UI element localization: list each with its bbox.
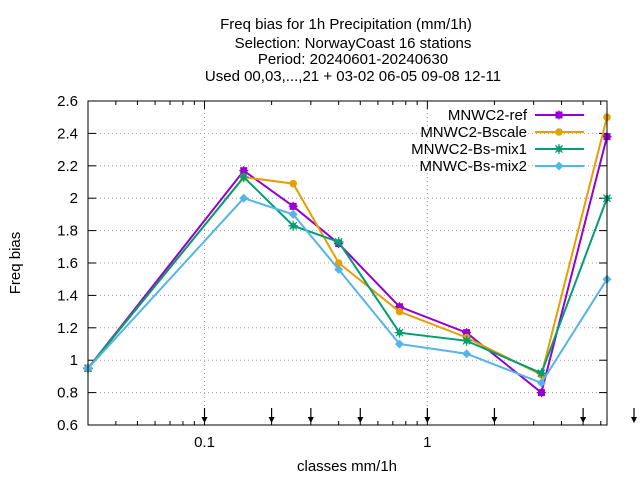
- legend-label: MNWC-Bs-mix2: [420, 158, 527, 175]
- legend-marker: [554, 144, 564, 154]
- series-4: [83, 193, 612, 388]
- data-point: [536, 368, 547, 379]
- legend-entry: MNWC2-Bs-mix1: [411, 141, 584, 158]
- grid: [88, 101, 607, 425]
- title-line-4: Used 00,03,...,21 + 03-02 06-05 09-08 12…: [205, 68, 501, 85]
- y-tick-label: 1.6: [57, 255, 78, 272]
- legend-entry: MNWC-Bs-mix2: [420, 158, 584, 175]
- y-tick-label: 0.8: [57, 385, 78, 402]
- data-point: [536, 388, 546, 398]
- x-tick-labels: 0.1 1: [194, 434, 431, 451]
- x-axis-label: classes mm/1h: [297, 458, 397, 475]
- legend: MNWC2-refMNWC2-BscaleMNWC2-Bs-mix1MNWC-B…: [411, 107, 584, 175]
- series-line: [87, 175, 608, 375]
- data-point: [289, 179, 297, 188]
- series-lines: [83, 113, 612, 398]
- class-threshold-arrow: [424, 408, 431, 423]
- class-threshold-arrow: [357, 408, 364, 423]
- y-tick-label: 1.4: [57, 287, 78, 304]
- class-threshold-arrow: [631, 408, 637, 423]
- data-point: [288, 209, 298, 219]
- class-threshold-arrow: [307, 408, 314, 423]
- legend-entry: MNWC2-Bscale: [420, 124, 584, 141]
- data-point: [334, 259, 343, 267]
- legend-marker: [555, 128, 563, 136]
- x-tick-label: 1: [423, 434, 431, 451]
- tick-marks: [87, 100, 607, 426]
- legend-label: MNWC2-ref: [448, 107, 528, 124]
- title-line-3: Period: 20240601-20240630: [258, 51, 448, 68]
- legend-marker: [554, 110, 564, 120]
- title-line-2: Selection: NorwayCoast 16 stations: [235, 35, 472, 52]
- data-point: [334, 264, 344, 274]
- series-line: [87, 136, 608, 395]
- data-point: [462, 349, 472, 359]
- y-tick-label: 1: [70, 352, 78, 369]
- y-tick-labels: 0.6 0.8 1 1.2 1.4 1.6 1.8 2 2.2 2.4 2.6: [57, 93, 78, 434]
- series-line: [87, 116, 608, 377]
- y-tick-label: 2.6: [57, 93, 78, 110]
- y-tick-label: 2.2: [57, 158, 78, 175]
- data-point: [288, 201, 298, 211]
- legend-label: MNWC2-Bs-mix1: [411, 141, 527, 158]
- title-line-1: Freq bias for 1h Precipitation (mm/1h): [220, 16, 472, 33]
- series-line: [87, 197, 608, 385]
- y-tick-label: 0.6: [57, 417, 78, 434]
- y-tick-label: 1.8: [57, 223, 78, 240]
- legend-entry: MNWC2-ref: [448, 107, 584, 124]
- y-tick-label: 2.4: [57, 125, 78, 142]
- plot-frame: [87, 100, 608, 426]
- data-point: [239, 193, 249, 203]
- x-tick-label: 0.1: [194, 434, 215, 451]
- chart-title: Freq bias for 1h Precipitation (mm/1h) S…: [205, 16, 501, 85]
- class-threshold-arrow: [268, 408, 275, 423]
- data-point: [394, 327, 405, 338]
- data-point: [395, 339, 405, 349]
- data-point: [461, 335, 472, 346]
- data-point: [333, 236, 344, 247]
- legend-label: MNWC2-Bscale: [420, 124, 527, 141]
- data-point: [288, 220, 299, 231]
- data-point: [536, 378, 546, 388]
- y-tick-label: 2: [70, 190, 78, 207]
- class-threshold-arrow: [491, 408, 498, 423]
- legend-marker: [554, 161, 564, 171]
- class-threshold-arrow: [580, 408, 587, 423]
- series-1: [83, 132, 612, 398]
- data-point: [395, 307, 404, 316]
- data-point: [238, 172, 249, 183]
- y-tick-label: 1.2: [57, 320, 78, 337]
- series-2: [84, 113, 611, 379]
- y-axis-label: Freq bias: [7, 232, 24, 295]
- class-threshold-arrows: [201, 408, 637, 423]
- class-threshold-arrow: [201, 408, 208, 423]
